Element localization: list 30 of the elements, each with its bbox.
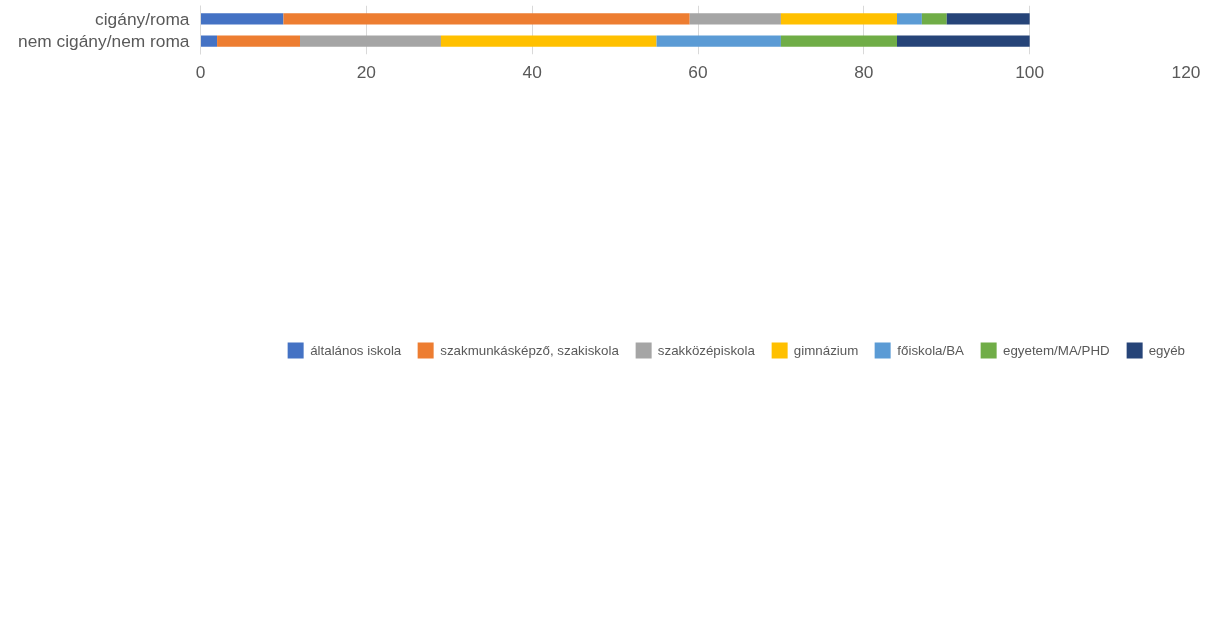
- x-tick-label: 0: [195, 61, 206, 82]
- x-tick-label: 120: [1171, 61, 1201, 82]
- bar: [689, 13, 781, 25]
- bar: [780, 35, 897, 47]
- x-tick-label: 20: [356, 61, 376, 82]
- y-tick-label: nem cigány/nem roma: [18, 31, 190, 52]
- bar: [780, 13, 897, 25]
- y-tick-label: cigány/roma: [95, 8, 190, 29]
- bar: [440, 35, 657, 47]
- bar: [200, 13, 284, 25]
- legend-label: gimnázium: [793, 342, 859, 358]
- bar: [946, 13, 1030, 25]
- bar: [656, 35, 781, 47]
- x-tick-label: 100: [1015, 61, 1045, 82]
- bar: [897, 35, 1030, 47]
- legend-label: szakmunkásképző, szakiskola: [440, 342, 619, 358]
- x-tick-label: 60: [688, 61, 708, 82]
- x-tick-label: 80: [854, 61, 874, 82]
- legend-label: általános iskola: [310, 342, 402, 358]
- bar: [300, 35, 441, 47]
- bar: [217, 35, 300, 47]
- legend-label: főiskola/BA: [897, 342, 964, 358]
- bar: [283, 13, 690, 25]
- bar: [921, 13, 947, 25]
- legend-label: egyetem/MA/PHD: [1003, 342, 1110, 358]
- bar: [897, 13, 922, 25]
- x-tick-label: 40: [522, 61, 542, 82]
- legend-label: egyéb: [1148, 342, 1185, 358]
- bar: [200, 35, 218, 47]
- legend-label: szakközépiskola: [657, 342, 755, 358]
